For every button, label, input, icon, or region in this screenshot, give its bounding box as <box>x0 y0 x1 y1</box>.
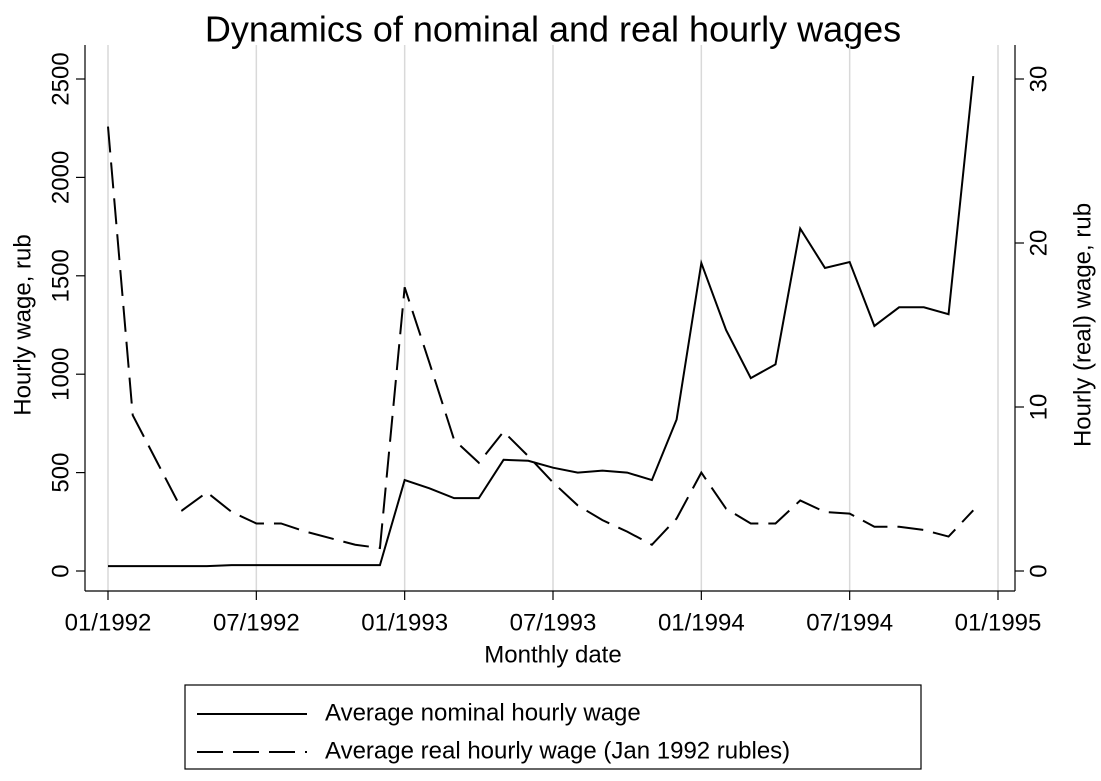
y2-tick-label: 10 <box>1025 394 1052 421</box>
legend-label: Average nominal hourly wage <box>325 699 641 726</box>
x-tick-label: 01/1994 <box>658 609 745 636</box>
chart-title: Dynamics of nominal and real hourly wage… <box>205 9 901 50</box>
x-tick-label: 01/1995 <box>955 609 1042 636</box>
data-line <box>108 75 975 568</box>
y-tick-label: 500 <box>47 453 74 493</box>
x-tick-label: 01/1992 <box>65 609 152 636</box>
y2-tick-label: 0 <box>1025 564 1052 577</box>
y2-tick-label: 30 <box>1025 66 1052 93</box>
data-line <box>107 126 975 550</box>
y-tick-label: 0 <box>47 564 74 577</box>
x-tick-label: 07/1993 <box>510 609 597 636</box>
y-tick-label: 2500 <box>47 52 74 105</box>
legend-label: Average real hourly wage (Jan 1992 ruble… <box>325 737 790 764</box>
x-axis-label: Monthly date <box>484 641 621 668</box>
x-tick-label: 07/1994 <box>806 609 893 636</box>
legend-box <box>184 684 922 770</box>
y-tick-label: 1000 <box>47 348 74 401</box>
x-tick-label: 07/1992 <box>213 609 300 636</box>
y-tick-label: 1500 <box>47 249 74 302</box>
y2-axis-label: Hourly (real) wage, rub <box>1069 203 1096 447</box>
x-tick-label: 01/1993 <box>361 609 448 636</box>
y-axis-label: Hourly wage, rub <box>9 234 36 415</box>
y-tick-label: 2000 <box>47 151 74 204</box>
y2-tick-label: 20 <box>1025 230 1052 257</box>
